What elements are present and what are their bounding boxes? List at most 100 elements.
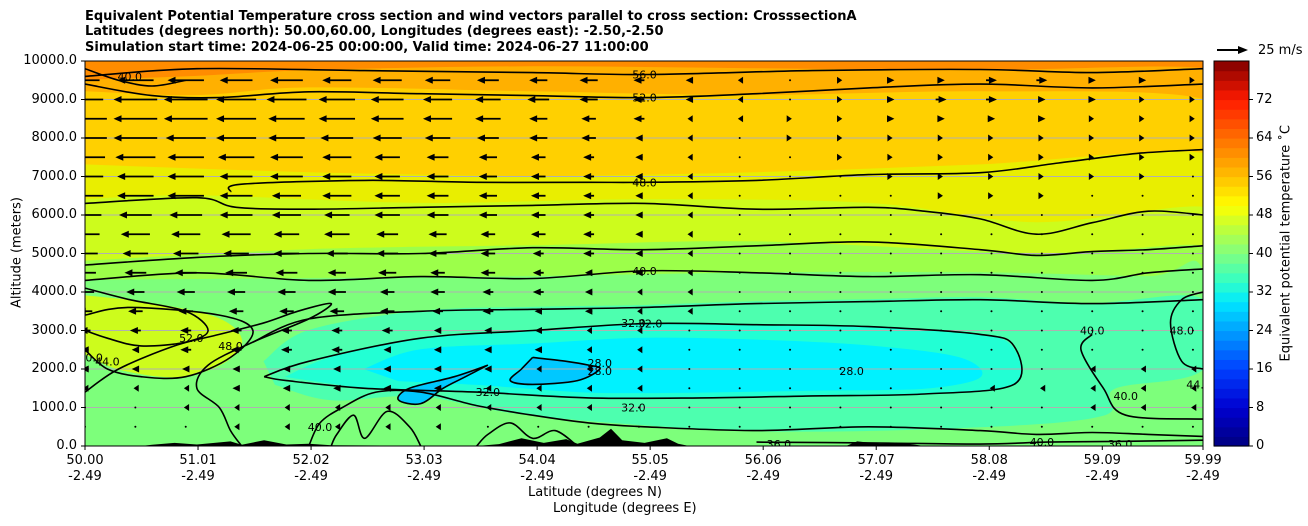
wind-vector <box>889 252 892 255</box>
wind-vector <box>789 406 792 409</box>
wind-vector-head <box>837 115 843 123</box>
y-axis-title: Altitude (meters) <box>9 197 25 308</box>
wind-vector <box>940 387 943 390</box>
wind-vector <box>990 233 993 236</box>
wind-vector-head <box>268 115 277 123</box>
wind-vector-head <box>530 153 539 161</box>
wind-vector <box>738 233 741 236</box>
colorbar-band <box>1214 349 1249 360</box>
wind-vector-head <box>433 384 442 392</box>
wind-vector-head <box>331 327 340 334</box>
wind-vector-head <box>232 384 240 392</box>
wind-vector-head <box>85 384 89 392</box>
wind-vector-head <box>131 346 140 354</box>
wind-vector-head <box>887 134 893 142</box>
wind-vector <box>587 425 590 428</box>
wind-vector-head <box>163 96 172 103</box>
y-tick-label: 8000.0 <box>31 130 78 145</box>
colorbar-band <box>1214 407 1249 418</box>
wind-vector-head <box>426 211 435 219</box>
wind-vector-head <box>331 346 340 354</box>
contour-label: 36.0 <box>767 438 792 451</box>
colorbar-band <box>1214 176 1249 187</box>
wind-vector-head <box>988 96 997 103</box>
wind-vector <box>839 175 842 178</box>
contour-line-52.0 <box>85 83 1203 99</box>
contour-label: 28.0 <box>839 365 864 378</box>
colorbar-band <box>1214 243 1249 255</box>
wind-vector <box>1040 368 1043 370</box>
wind-vector-head <box>583 173 592 180</box>
wind-vector-head <box>989 384 995 392</box>
wind-vector <box>1091 291 1094 293</box>
wind-vector-head <box>685 96 694 103</box>
wind-vector-head <box>113 115 122 123</box>
wind-vector-head <box>478 211 487 219</box>
wind-vector <box>1141 271 1144 274</box>
colorbar-band <box>1214 340 1249 351</box>
wind-vector-head <box>426 173 435 180</box>
wind-vector-head <box>527 96 536 103</box>
colorbar-band <box>1214 215 1249 226</box>
contour-line-32.0 <box>263 322 1023 400</box>
wind-vector <box>940 406 943 409</box>
wind-vector-head <box>70 77 78 84</box>
wind-vector-head <box>480 269 489 277</box>
wind-vector-head <box>277 288 286 296</box>
wind-vector <box>940 214 943 216</box>
wind-vector-head <box>219 173 228 180</box>
wind-vector-head <box>178 307 187 315</box>
wind-vector-head <box>1139 173 1145 180</box>
wind-vector <box>1191 175 1194 178</box>
colorbar-band <box>1214 426 1249 437</box>
wind-vector-head <box>217 153 226 161</box>
contour-label: 32.0 <box>621 317 646 330</box>
wind-vector-head <box>685 76 694 84</box>
wind-vector-head <box>176 288 185 296</box>
wind-vector-head <box>183 404 190 411</box>
wind-vector <box>889 233 892 236</box>
wind-vector-head <box>172 250 181 257</box>
contour-label: 56.0 <box>632 68 657 81</box>
wind-vector-head <box>1038 96 1046 103</box>
wind-key-arrow-head <box>1238 46 1248 54</box>
wind-vector-head <box>334 423 341 431</box>
wind-vector-head <box>637 307 643 315</box>
wind-vector <box>1191 214 1194 216</box>
wind-vector-head <box>583 192 592 200</box>
x-axis-title-lat: Latitude (degrees N) <box>528 485 662 500</box>
wind-vector-head <box>85 346 89 354</box>
wind-vector <box>1091 425 1094 428</box>
terrain-mask <box>476 428 690 446</box>
wind-vector-head <box>385 423 391 431</box>
wind-vector <box>1191 252 1194 255</box>
wind-vector-head <box>1189 76 1195 84</box>
wind-vector <box>1141 252 1144 255</box>
wind-vector-head <box>120 230 129 238</box>
wind-vector <box>1191 233 1194 236</box>
wind-vector <box>940 233 943 236</box>
wind-vector <box>839 348 842 351</box>
wind-vector <box>940 368 943 370</box>
wind-vector-head <box>1139 96 1145 103</box>
wind-vector-head <box>85 365 89 373</box>
contour-line-40.0 <box>330 410 422 446</box>
wind-vector-head <box>219 192 228 200</box>
wind-vector <box>940 291 943 293</box>
title-line-1: Equivalent Potential Temperature cross s… <box>85 9 857 24</box>
colorbar-tick-label: 24 <box>1256 322 1273 338</box>
wind-vector-head <box>270 173 279 180</box>
wind-vector <box>789 156 792 159</box>
wind-vector-head <box>117 76 126 84</box>
wind-vector-head <box>583 230 592 238</box>
wind-vector <box>738 137 741 139</box>
wind-vector-head <box>223 250 232 257</box>
wind-vector-head <box>687 173 693 180</box>
wind-vector <box>1141 233 1144 236</box>
wind-vector-head <box>637 288 643 296</box>
wind-vector-head <box>228 307 237 315</box>
colorbar-band <box>1214 359 1249 370</box>
wind-vector-head <box>1138 76 1147 84</box>
wind-vector-head <box>182 365 190 373</box>
x-tick-label-lat: 55.05 <box>631 453 669 468</box>
